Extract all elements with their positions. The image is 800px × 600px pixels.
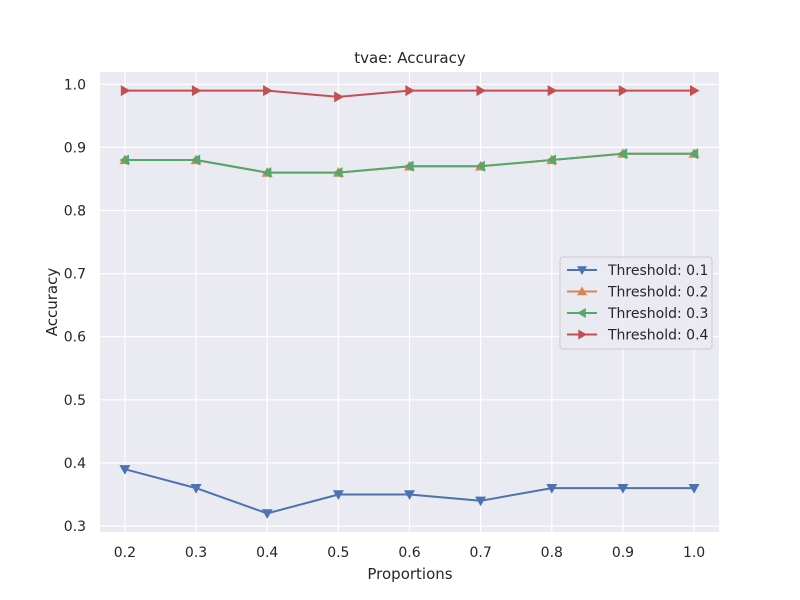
y-tick-label: 0.8 xyxy=(64,204,86,220)
x-axis-title: Proportions xyxy=(367,565,452,583)
legend-label: Threshold: 0.2 xyxy=(607,285,708,301)
x-tick-label: 0.9 xyxy=(612,545,634,561)
data-point xyxy=(688,148,699,160)
legend-marker xyxy=(577,266,587,275)
legend-box xyxy=(559,256,713,350)
y-tick-label: 0.6 xyxy=(64,330,86,346)
y-tick-label: 1.0 xyxy=(64,77,86,93)
legend-item: Threshold: 0.4 xyxy=(567,328,709,344)
data-point xyxy=(546,154,556,166)
data-point xyxy=(120,85,131,97)
x-tick-label: 0.6 xyxy=(398,545,420,561)
data-point xyxy=(190,154,201,166)
x-tick-label: 0.2 xyxy=(114,545,136,561)
series-1 xyxy=(119,465,700,519)
x-tick-label: 1.0 xyxy=(683,545,705,561)
data-point xyxy=(475,160,485,172)
x-tick-label: 0.7 xyxy=(470,545,492,561)
legend-marker xyxy=(577,308,586,318)
data-point xyxy=(119,154,129,166)
legend-marker xyxy=(577,286,587,296)
y-tick-label: 0.9 xyxy=(64,140,86,156)
legend-item: Threshold: 0.3 xyxy=(567,306,708,322)
data-point xyxy=(263,85,273,97)
data-point xyxy=(617,148,628,160)
y-tick-label: 0.3 xyxy=(64,519,86,535)
legend-item: Threshold: 0.1 xyxy=(567,263,708,279)
data-point xyxy=(690,85,700,97)
chart-title: tvae: Accuracy xyxy=(354,49,466,67)
series-3 xyxy=(119,148,699,179)
y-axis-title: Accuracy xyxy=(43,268,61,337)
y-tick-label: 0.4 xyxy=(64,456,86,472)
data-point xyxy=(617,484,629,494)
data-point xyxy=(546,484,558,494)
data-point xyxy=(688,484,700,494)
x-tick-labels: 0.2 0.3 0.4 0.5 0.6 0.7 0.8 0.9 1.0 xyxy=(114,545,705,561)
data-point xyxy=(261,167,272,179)
data-point xyxy=(547,85,558,97)
data-point xyxy=(261,509,273,519)
data-point xyxy=(404,490,415,500)
y-tick-labels: 0.3 0.4 0.5 0.6 0.7 0.8 0.9 1.0 xyxy=(64,77,86,535)
data-point xyxy=(334,91,344,103)
legend-label: Threshold: 0.3 xyxy=(607,306,708,322)
data-point xyxy=(618,85,629,97)
data-point xyxy=(404,160,414,172)
x-tick-label: 0.4 xyxy=(256,545,278,561)
legend-label: Threshold: 0.1 xyxy=(607,263,708,279)
legend-item: Threshold: 0.2 xyxy=(567,285,708,301)
x-tick-label: 0.3 xyxy=(185,545,207,561)
data-point xyxy=(119,465,131,475)
y-tick-label: 0.7 xyxy=(64,267,86,283)
legend: Threshold: 0.1 Threshold: 0.2 Threshold: 0… xyxy=(559,256,713,350)
data-point xyxy=(405,85,415,97)
data-point xyxy=(332,167,343,179)
y-tick-label: 0.5 xyxy=(64,393,86,409)
data-point xyxy=(190,484,202,494)
data-point xyxy=(332,490,344,500)
data-point xyxy=(191,85,202,97)
legend-label: Threshold: 0.4 xyxy=(607,328,709,344)
data-point xyxy=(476,85,487,97)
data-point xyxy=(475,496,487,507)
legend-marker xyxy=(578,329,587,340)
series-4 xyxy=(120,85,700,103)
x-tick-label: 0.8 xyxy=(541,545,563,561)
series-layer xyxy=(119,85,700,519)
x-tick-label: 0.5 xyxy=(327,545,349,561)
